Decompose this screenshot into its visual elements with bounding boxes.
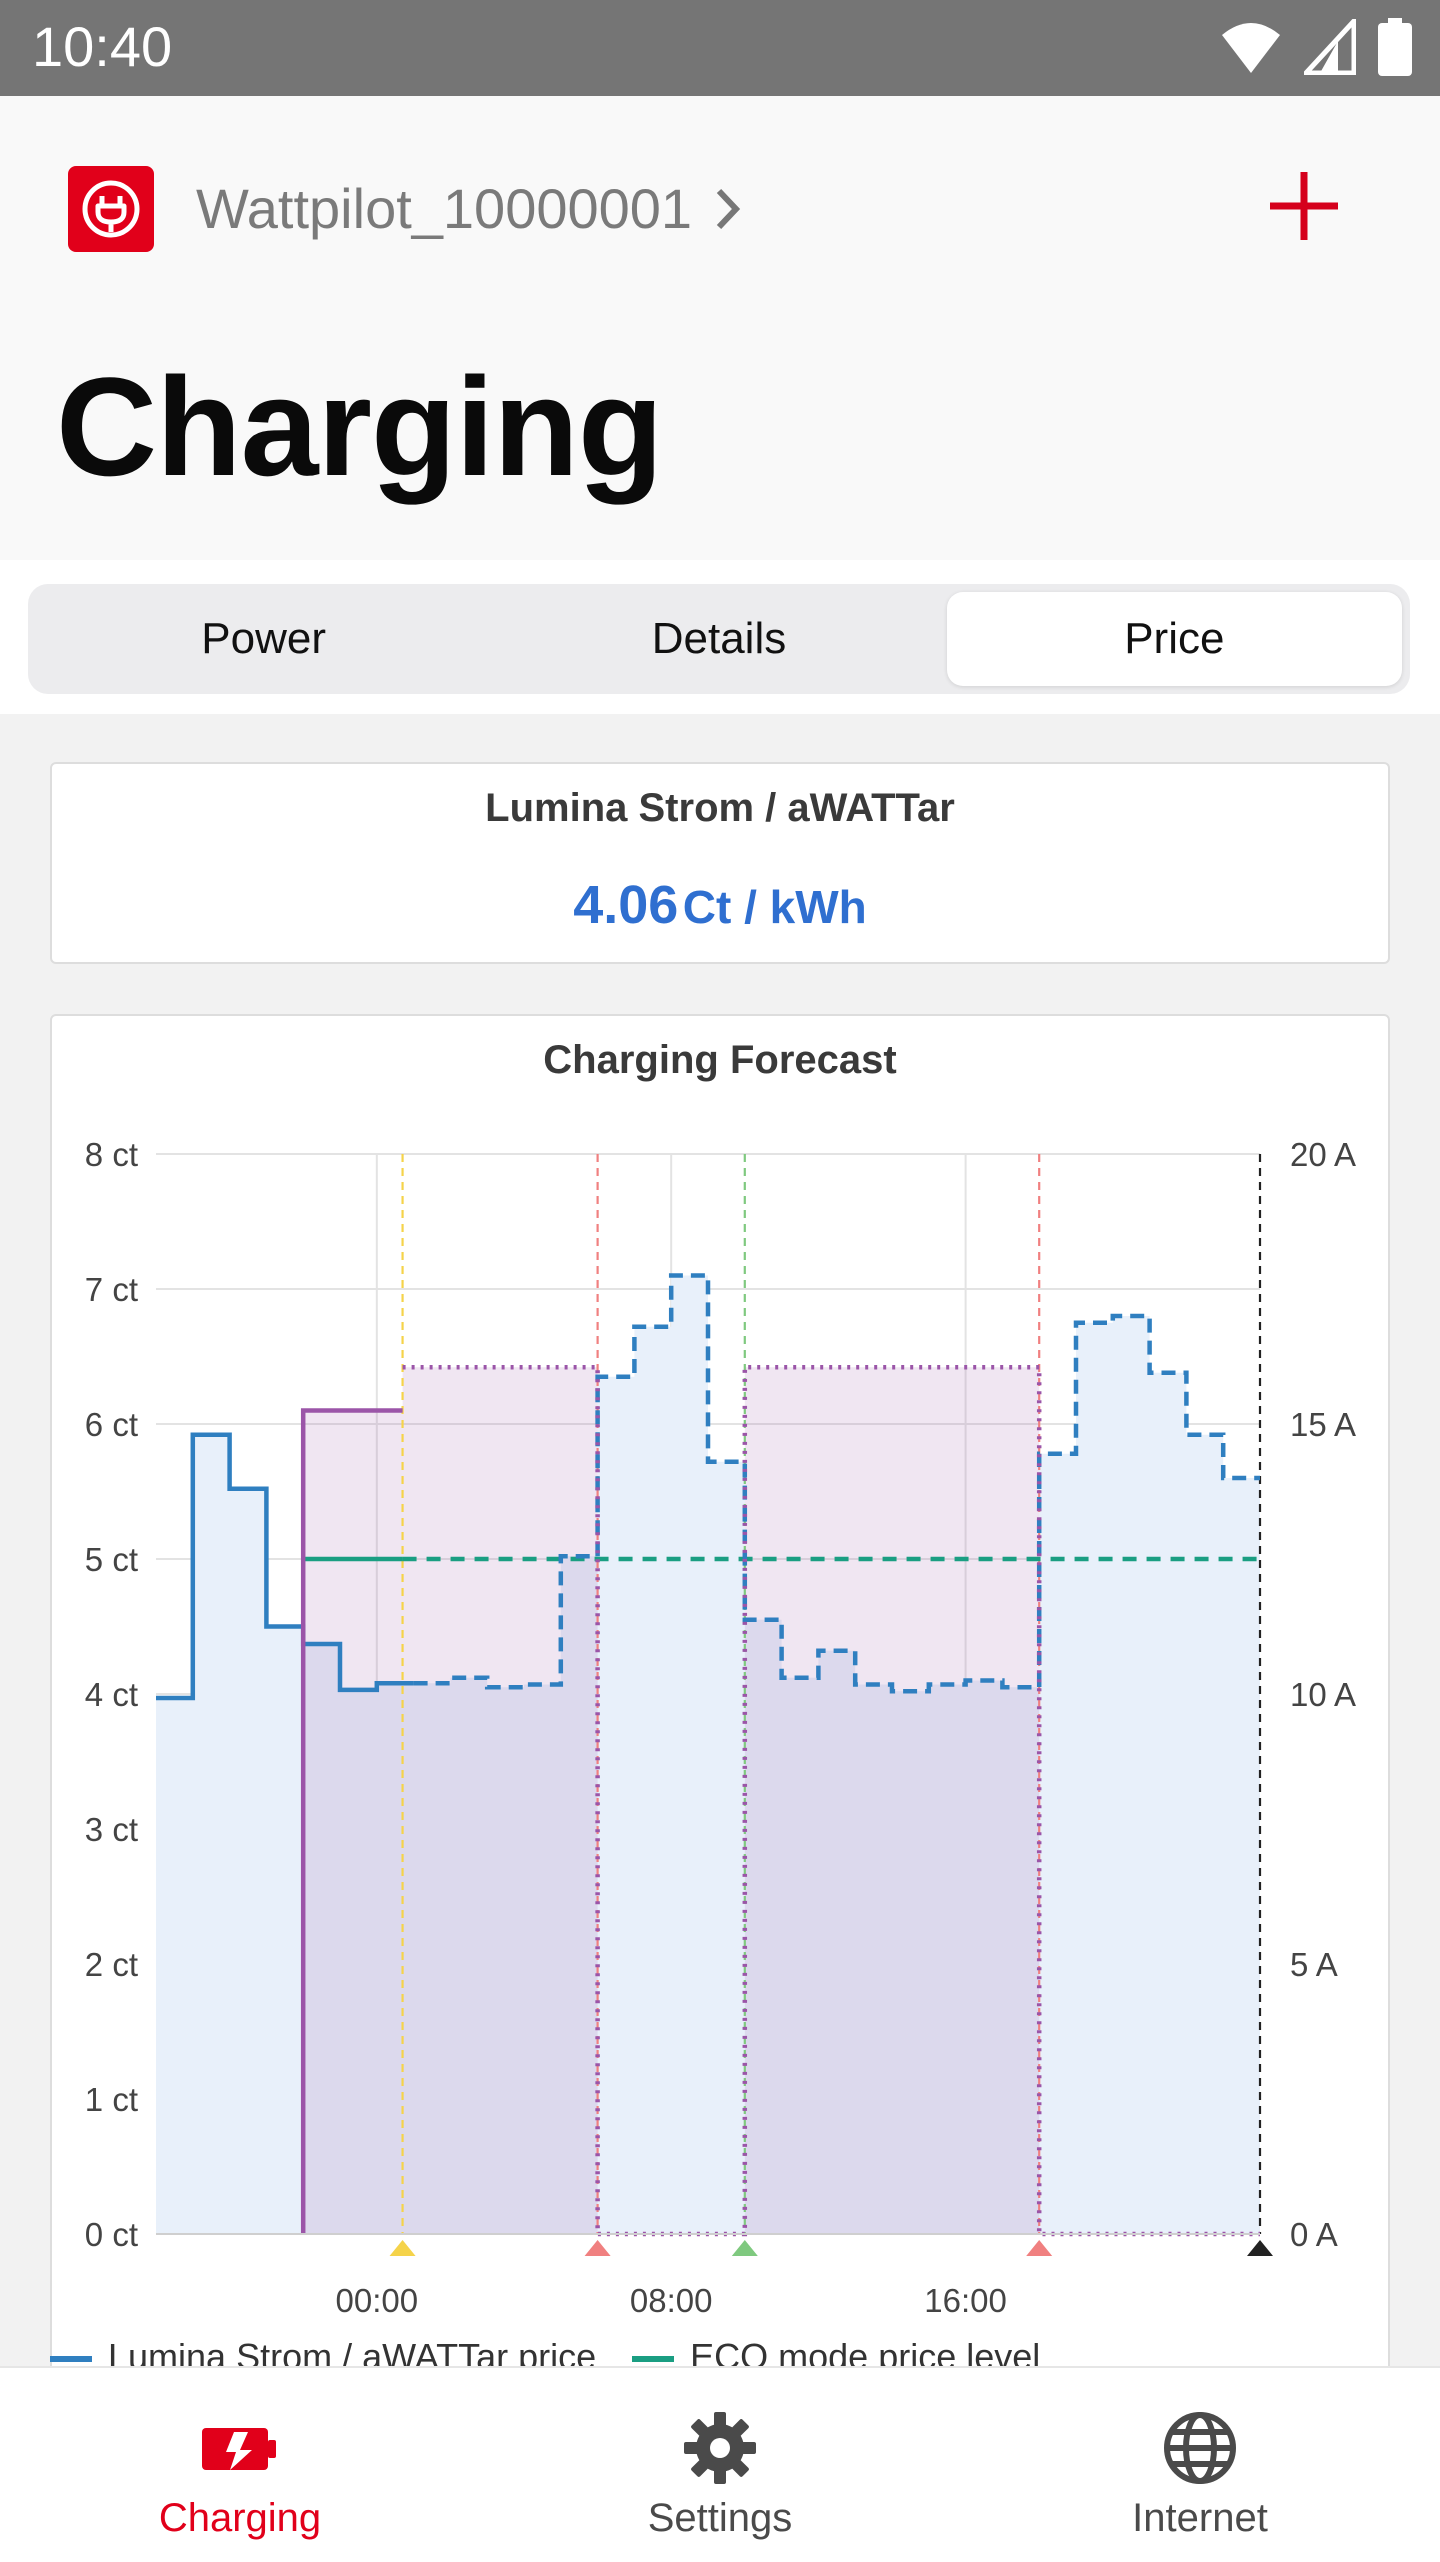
price-forecast-line <box>413 1273 1260 1694</box>
current-price: 4.06 Ct / kWh <box>52 874 1388 936</box>
gear-icon <box>684 2412 756 2484</box>
bottom-navigation: Charging Settings <box>0 2366 1440 2562</box>
nav-internet[interactable]: Internet <box>960 2368 1440 2562</box>
nav-internet-label: Internet <box>1132 2496 1268 2540</box>
x-tick-label: 00:00 <box>336 2282 419 2319</box>
charging-forecast-card: Charging Forecast 0 ct 1 ct 2 ct 3 ct 4 ct 5 … <box>50 1014 1390 2414</box>
price-value: 4.06 <box>573 875 679 935</box>
y-right-tick-label: 5 A <box>1290 1946 1338 1983</box>
current-price-card: Lumina Strom / aWATTar 4.06 Ct / kWh <box>50 762 1390 964</box>
y-left-tick-label: 6 ct <box>85 1406 138 1443</box>
nav-charging-label: Charging <box>158 2496 322 2540</box>
price-unit: Ct / kWh <box>682 881 867 933</box>
y-left-tick-label: 7 ct <box>85 1271 138 1308</box>
current-area <box>303 1367 1260 2234</box>
y-right-tick-label: 10 A <box>1290 1676 1356 1713</box>
price-line <box>156 1432 414 1701</box>
x-tick-label: 16:00 <box>924 2282 1007 2319</box>
chevron-right-icon <box>716 188 741 229</box>
forecast-chart: 0 ct 1 ct 2 ct 3 ct 4 ct 5 ct 6 ct 7 ct 8 ct 0 A 5… <box>85 1136 1356 2319</box>
plug-icon <box>82 180 140 238</box>
tab-price[interactable]: Price <box>946 592 1402 686</box>
wifi-icon <box>1222 23 1280 73</box>
page-title: Charging <box>56 348 663 505</box>
y-right-tick-label: 0 A <box>1290 2216 1338 2253</box>
y-left-tick-label: 0 ct <box>85 2216 138 2253</box>
y-left-tick-label: 1 ct <box>85 2081 138 2118</box>
battery-charging-icon <box>202 2428 276 2470</box>
marker-triangle <box>1026 2240 1053 2256</box>
tab-power[interactable]: Power <box>201 614 327 663</box>
marker-triangle <box>731 2240 758 2256</box>
price-area <box>156 1275 1260 2234</box>
x-tick-label: 08:00 <box>630 2282 713 2319</box>
status-icons <box>1220 18 1412 76</box>
chart-title: Charging Forecast <box>543 1038 897 1082</box>
add-device-button[interactable] <box>1264 166 1344 246</box>
current-line <box>300 1408 403 2234</box>
battery-icon <box>1378 18 1412 76</box>
y-left-tick-label: 5 ct <box>85 1541 138 1578</box>
tab-details[interactable]: Details <box>651 614 787 663</box>
tab-bar-container: Power Details Price <box>0 560 1440 714</box>
y-left-tick-label: 8 ct <box>85 1136 138 1173</box>
status-bar: 10:40 <box>0 0 1440 96</box>
nav-settings[interactable]: Settings <box>480 2368 960 2562</box>
app-header: Wattpilot_10000001 Charging <box>0 96 1440 560</box>
device-selector[interactable]: Wattpilot_10000001 <box>196 176 742 241</box>
marker-triangle <box>1247 2240 1273 2256</box>
device-name: Wattpilot_10000001 <box>196 177 693 240</box>
y-left-tick-label: 2 ct <box>85 1946 138 1983</box>
segmented-tabs: Power Details Price <box>28 584 1410 694</box>
marker-triangle <box>389 2240 416 2256</box>
nav-settings-label: Settings <box>647 2496 793 2540</box>
y-left-tick-label: 4 ct <box>85 1676 138 1713</box>
y-right-tick-label: 20 A <box>1290 1136 1356 1173</box>
wattpilot-logo <box>68 166 154 252</box>
signal-icon <box>1304 19 1356 75</box>
y-left-tick-label: 3 ct <box>85 1811 138 1848</box>
y-right-tick-label: 15 A <box>1290 1406 1356 1443</box>
nav-charging[interactable]: Charging <box>0 2368 480 2562</box>
marker-triangle <box>584 2240 611 2256</box>
provider-name: Lumina Strom / aWATTar <box>485 786 955 830</box>
globe-icon <box>1164 2412 1236 2484</box>
status-time: 10:40 <box>32 15 173 78</box>
